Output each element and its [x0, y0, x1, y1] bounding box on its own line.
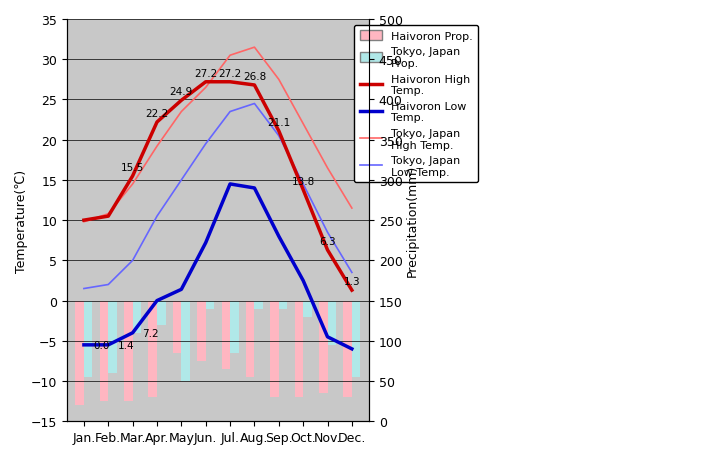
Bar: [148, 301, 157, 397]
Text: 7.2: 7.2: [143, 328, 159, 338]
Text: 13.8: 13.8: [292, 176, 315, 186]
Text: 24.9: 24.9: [170, 87, 193, 97]
Bar: [173, 301, 181, 353]
Bar: [352, 301, 361, 377]
Bar: [157, 301, 166, 325]
Bar: [294, 301, 303, 397]
Text: 21.1: 21.1: [267, 118, 290, 128]
Bar: [230, 301, 238, 353]
Bar: [222, 301, 230, 369]
Text: 27.2: 27.2: [194, 68, 217, 78]
Bar: [132, 301, 141, 333]
Bar: [328, 301, 336, 345]
Bar: [343, 301, 352, 397]
Bar: [108, 301, 117, 373]
Bar: [197, 301, 206, 361]
Text: 1.3: 1.3: [343, 276, 360, 286]
Bar: [206, 301, 215, 309]
Bar: [84, 301, 92, 377]
Text: 27.2: 27.2: [218, 68, 242, 78]
Bar: [246, 301, 254, 377]
Text: 26.8: 26.8: [243, 72, 266, 82]
Text: 22.2: 22.2: [145, 109, 168, 119]
Text: 1.4: 1.4: [118, 340, 135, 350]
Text: 15.5: 15.5: [121, 162, 144, 173]
Y-axis label: Precipitation(mm): Precipitation(mm): [405, 165, 418, 277]
Text: 0.0: 0.0: [94, 340, 110, 350]
Y-axis label: Temperature(℃): Temperature(℃): [15, 169, 28, 272]
Bar: [100, 301, 108, 401]
Bar: [279, 301, 287, 309]
Bar: [319, 301, 328, 393]
Legend: Haivoron Prop., Tokyo, Japan
Prop., Haivoron High
Temp., Haivoron Low
Temp., Tok: Haivoron Prop., Tokyo, Japan Prop., Haiv…: [354, 26, 478, 183]
Text: 6.3: 6.3: [319, 236, 336, 246]
Bar: [181, 301, 190, 381]
Bar: [254, 301, 263, 309]
Bar: [303, 301, 312, 317]
Bar: [124, 301, 132, 401]
Bar: [270, 301, 279, 397]
Bar: [76, 301, 84, 405]
